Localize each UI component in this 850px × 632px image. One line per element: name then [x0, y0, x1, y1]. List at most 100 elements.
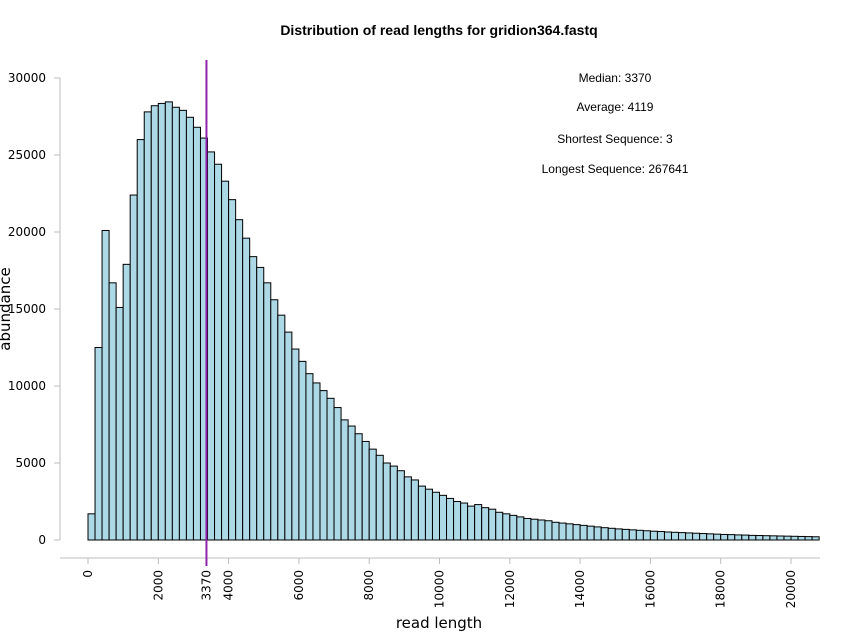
histogram-bar: [502, 513, 511, 541]
y-tick-label: 15000: [8, 302, 46, 316]
histogram-bar: [621, 528, 630, 541]
histogram-bar: [628, 529, 637, 541]
histogram-bar: [692, 532, 701, 541]
histogram-bar: [403, 476, 412, 541]
histogram-bar: [663, 531, 672, 541]
histogram-bar: [530, 518, 539, 541]
x-tick-label: 20000: [784, 570, 798, 608]
histogram-bar: [256, 266, 265, 541]
histogram-bar: [115, 306, 124, 541]
histogram-bar: [143, 111, 152, 541]
histogram-bar: [741, 534, 750, 541]
histogram-bar: [783, 535, 792, 541]
histogram-bar: [797, 535, 806, 541]
histogram-bar: [87, 513, 96, 541]
histogram-bar: [340, 419, 349, 541]
histogram-bar: [214, 163, 223, 541]
histogram-bar: [776, 535, 785, 541]
histogram-bar: [678, 532, 687, 541]
histogram-bar: [94, 347, 103, 541]
histogram-bar: [431, 491, 441, 541]
histogram-bar: [361, 440, 370, 541]
histogram-bar: [389, 465, 398, 541]
histogram-bar: [446, 497, 455, 541]
histogram-bar: [122, 263, 131, 541]
histogram-bar: [347, 425, 356, 541]
histogram-bar: [129, 194, 138, 541]
histogram-bar: [221, 180, 230, 541]
x-tick-label: 3370: [200, 570, 214, 601]
histogram-bar: [326, 397, 335, 541]
histogram-bar: [424, 488, 433, 541]
histogram-bar: [375, 454, 384, 541]
histogram-bar: [417, 485, 426, 541]
stats-annotations: Median: 3370 Average: 4119 Shortest Sequ…: [542, 71, 689, 176]
histogram-bar: [333, 407, 342, 541]
histogram-bar: [467, 505, 476, 541]
histogram-bar: [453, 501, 462, 541]
histogram-bar: [495, 511, 504, 541]
histogram-bar: [565, 523, 574, 541]
histogram-bar: [185, 116, 194, 541]
histogram-bar: [748, 534, 757, 541]
histogram-bar: [284, 331, 293, 541]
y-axis-label: abundance: [0, 267, 14, 350]
x-axis-label: read length: [396, 614, 482, 632]
histogram-bar: [460, 502, 469, 541]
histogram-bar: [572, 524, 581, 541]
histogram-bar: [101, 229, 110, 541]
histogram-bar: [136, 139, 145, 541]
histogram-bar: [762, 535, 771, 541]
chart-title: Distribution of read lengths for gridion…: [280, 22, 597, 38]
y-tick-label: 5000: [15, 456, 46, 470]
histogram-bar: [263, 282, 272, 541]
histogram-bar: [607, 527, 616, 541]
histogram-bar: [755, 535, 764, 541]
histogram-bar: [558, 522, 567, 541]
stat-longest: Longest Sequence: 267641: [542, 162, 689, 176]
histogram-bar: [474, 504, 483, 541]
histogram-bar: [164, 101, 173, 541]
histogram-bar: [579, 524, 588, 541]
histogram-bar: [635, 529, 644, 541]
stat-shortest: Shortest Sequence: 3: [557, 132, 673, 146]
y-tick-label: 30000: [8, 71, 46, 85]
x-tick-label: 14000: [573, 570, 587, 608]
histogram-bar: [509, 514, 518, 541]
x-tick-label: 2000: [151, 570, 165, 601]
histogram-bar: [586, 525, 595, 541]
histogram-bar: [804, 536, 813, 541]
x-tick-label: 18000: [714, 570, 728, 608]
histogram-bar: [207, 151, 216, 541]
y-tick-label: 10000: [8, 379, 46, 393]
histogram-bar: [410, 479, 419, 541]
histogram-bar: [727, 534, 736, 541]
histogram-bar: [242, 237, 251, 541]
histogram-bar: [192, 126, 201, 541]
histogram-bar: [396, 470, 405, 541]
x-tick-label: 12000: [503, 570, 517, 608]
histogram-bar: [312, 382, 321, 541]
histogram-bar: [157, 102, 166, 541]
histogram-bar: [368, 448, 377, 541]
x-tick-label: 10000: [433, 570, 447, 608]
histogram-bar: [235, 219, 244, 541]
histogram-bar: [523, 517, 532, 541]
y-tick-label: 0: [38, 533, 46, 547]
histogram-bar: [769, 535, 778, 541]
histogram-bar: [713, 533, 722, 541]
histogram-bar: [488, 508, 497, 541]
histogram-bar: [298, 360, 307, 541]
y-axis: 0 5000 10000 15000 20000 25000 30000: [8, 71, 61, 547]
histogram-bar: [544, 520, 553, 541]
stat-average: Average: 4119: [577, 100, 654, 114]
histogram-bar: [811, 536, 820, 541]
histogram-bar: [319, 390, 328, 541]
histogram-bar: [734, 534, 743, 541]
histogram-bar: [720, 533, 729, 541]
histogram-bar: [790, 535, 799, 541]
histogram-bar: [439, 494, 448, 541]
histogram-bar: [656, 531, 665, 541]
histogram-bar: [277, 314, 286, 541]
histogram-bar: [600, 527, 609, 541]
